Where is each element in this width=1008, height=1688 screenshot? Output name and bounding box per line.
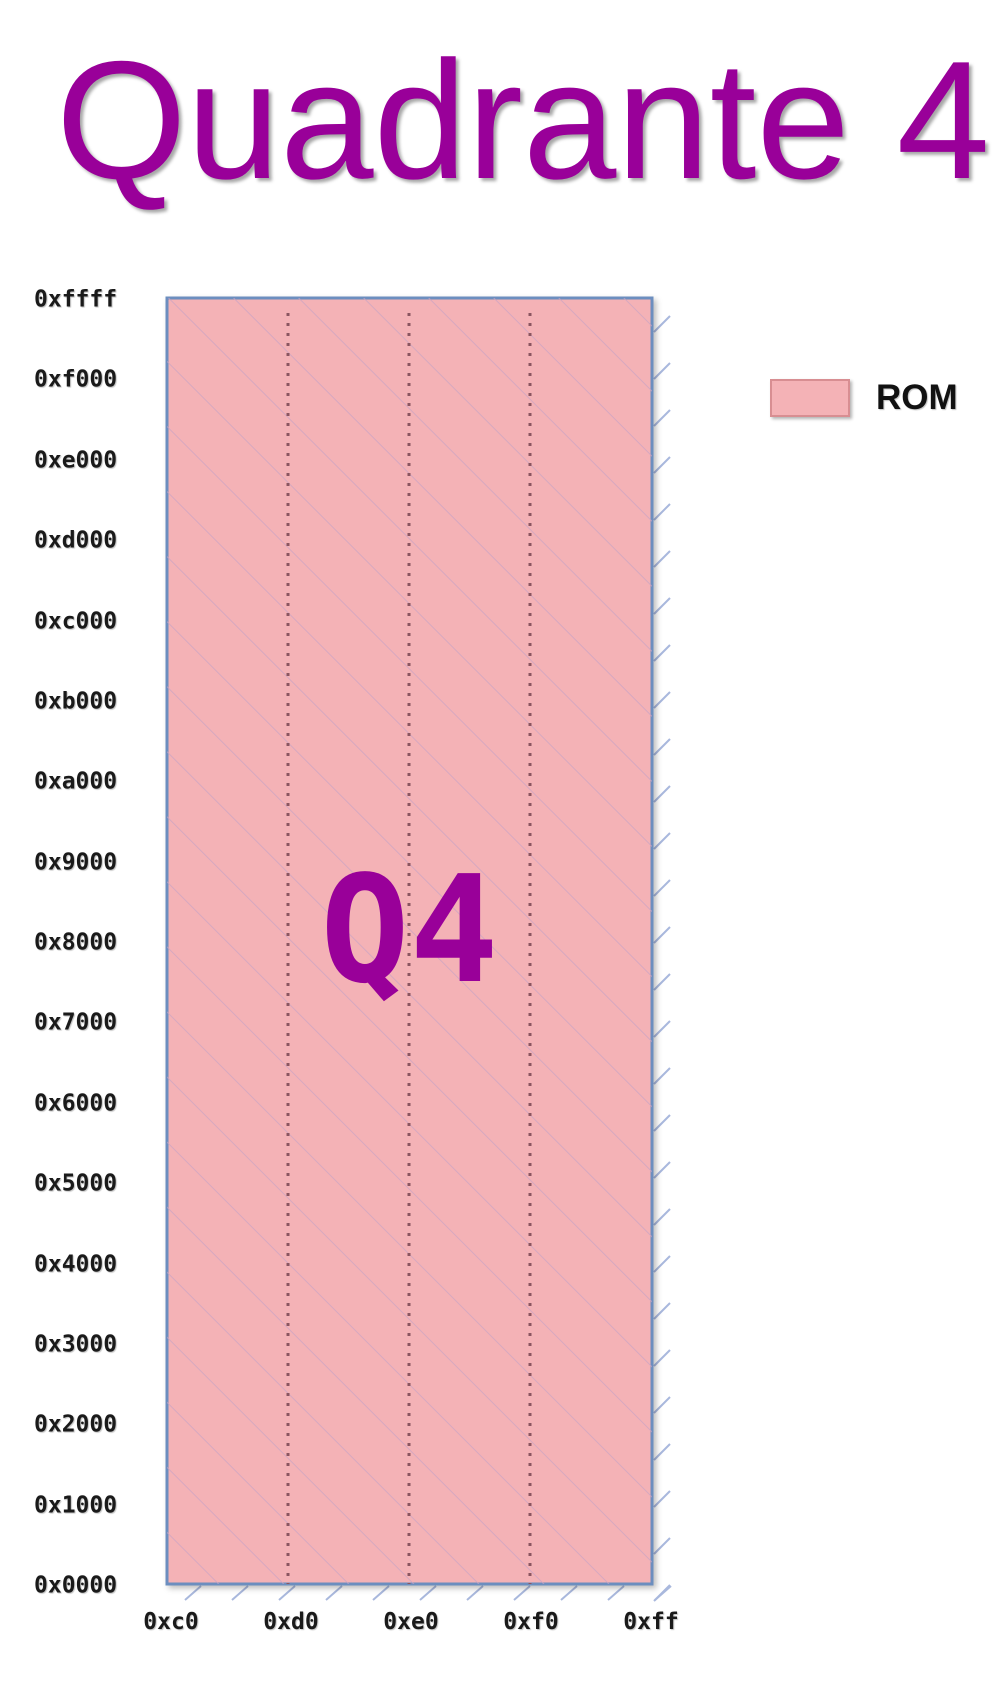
hatch-mark: [653, 1114, 671, 1132]
rom-region-hatch: [167, 298, 652, 1584]
hatch-mark: [653, 1349, 671, 1367]
hatch-mark: [372, 1585, 390, 1601]
hatch-mark: [607, 1585, 625, 1601]
hatch-mark: [653, 409, 671, 427]
y-tick-label: 0xe000: [34, 447, 118, 474]
hatch-mark: [653, 1302, 671, 1320]
hatch-mark: [653, 879, 671, 897]
x-tick-label: 0xd0: [263, 1609, 319, 1635]
hatch-mark: [653, 1443, 671, 1461]
legend-swatch-rom: [770, 379, 850, 417]
hatch-mark: [325, 1585, 343, 1601]
hatch-mark: [513, 1585, 531, 1601]
hatch-mark: [653, 1161, 671, 1179]
x-tick-label: 0xe0: [383, 1609, 439, 1635]
hatch-mark: [653, 503, 671, 521]
hatch-mark: [653, 785, 671, 803]
hatch-mark: [653, 550, 671, 568]
y-tick-label: 0xa000: [34, 768, 118, 795]
hatch-mark: [466, 1585, 484, 1601]
hatch-mark: [278, 1585, 296, 1601]
y-tick-label: 0x7000: [34, 1009, 118, 1036]
region-label: Q4: [320, 844, 499, 1016]
hatch-mark: [653, 1396, 671, 1414]
y-tick-label: 0x2000: [34, 1411, 118, 1438]
y-tick-label: 0xffff: [34, 286, 118, 313]
hatch-mark: [653, 1537, 671, 1555]
hatch-mark: [560, 1585, 578, 1601]
column-dividers: [286, 313, 532, 1584]
x-tick-label: 0xc0: [143, 1609, 199, 1635]
hatch-mark: [653, 832, 671, 850]
hatch-mark: [653, 1255, 671, 1273]
outer-hatch: [184, 315, 672, 1602]
hatch-mark: [653, 973, 671, 991]
hatch-mark: [653, 456, 671, 474]
hatch-mark: [231, 1585, 249, 1601]
y-tick-label: 0xb000: [34, 688, 118, 715]
hatch-mark: [653, 738, 671, 756]
hatch-mark: [653, 1208, 671, 1226]
hatch-mark: [653, 926, 671, 944]
hatch-mark: [184, 1585, 202, 1601]
y-tick-label: 0x5000: [34, 1170, 118, 1197]
y-tick-label: 0xf000: [34, 366, 118, 393]
y-tick-label: 0x8000: [34, 929, 118, 956]
hatch-mark: [653, 1020, 671, 1038]
y-tick-label: 0x4000: [34, 1251, 118, 1277]
hatch-mark: [653, 644, 671, 662]
hatch-mark: [654, 1585, 672, 1601]
y-tick-label: 0xc000: [34, 608, 118, 634]
hatch-mark: [419, 1585, 437, 1601]
hatch-mark: [653, 1490, 671, 1508]
y-tick-label: 0x0000: [34, 1572, 118, 1599]
y-tick-label: 0x1000: [34, 1492, 118, 1519]
x-tick-label: 0xf0: [503, 1609, 559, 1635]
legend: ROM: [770, 378, 958, 418]
hatch-mark: [653, 1067, 671, 1085]
page-title: Quadrante 4: [56, 26, 991, 214]
y-tick-label: 0x9000: [34, 849, 118, 876]
y-tick-label: 0x6000: [34, 1090, 118, 1117]
hatch-mark: [653, 315, 671, 333]
hatch-mark: [653, 691, 671, 709]
y-tick-label: 0xd000: [34, 527, 118, 554]
hatch-mark: [653, 597, 671, 615]
legend-label-rom: ROM: [876, 378, 958, 417]
hatch-mark: [653, 362, 671, 380]
y-tick-label: 0x3000: [34, 1331, 118, 1358]
x-tick-label: 0xff: [623, 1609, 679, 1635]
